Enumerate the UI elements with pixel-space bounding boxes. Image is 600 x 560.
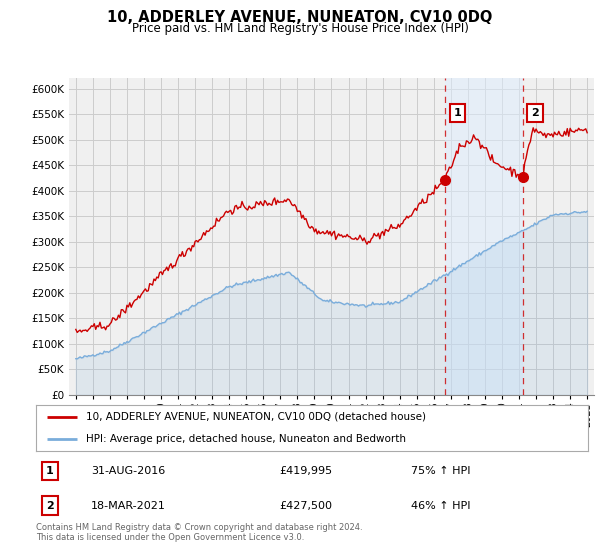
Bar	[445, 78, 523, 395]
Text: 2: 2	[46, 501, 53, 511]
Text: 10, ADDERLEY AVENUE, NUNEATON, CV10 0DQ (detached house): 10, ADDERLEY AVENUE, NUNEATON, CV10 0DQ …	[86, 412, 425, 422]
Text: Contains HM Land Registry data © Crown copyright and database right 2024.
This d: Contains HM Land Registry data © Crown c…	[36, 523, 362, 543]
Text: £419,995: £419,995	[279, 466, 332, 476]
Text: 2: 2	[531, 109, 539, 118]
Text: £427,500: £427,500	[279, 501, 332, 511]
Text: 18-MAR-2021: 18-MAR-2021	[91, 501, 166, 511]
Text: 1: 1	[454, 109, 461, 118]
Text: 46% ↑ HPI: 46% ↑ HPI	[412, 501, 471, 511]
Text: 1: 1	[46, 466, 53, 476]
Text: HPI: Average price, detached house, Nuneaton and Bedworth: HPI: Average price, detached house, Nune…	[86, 434, 406, 444]
Text: 75% ↑ HPI: 75% ↑ HPI	[412, 466, 471, 476]
Text: Price paid vs. HM Land Registry's House Price Index (HPI): Price paid vs. HM Land Registry's House …	[131, 22, 469, 35]
Text: 31-AUG-2016: 31-AUG-2016	[91, 466, 166, 476]
Text: 10, ADDERLEY AVENUE, NUNEATON, CV10 0DQ: 10, ADDERLEY AVENUE, NUNEATON, CV10 0DQ	[107, 10, 493, 25]
